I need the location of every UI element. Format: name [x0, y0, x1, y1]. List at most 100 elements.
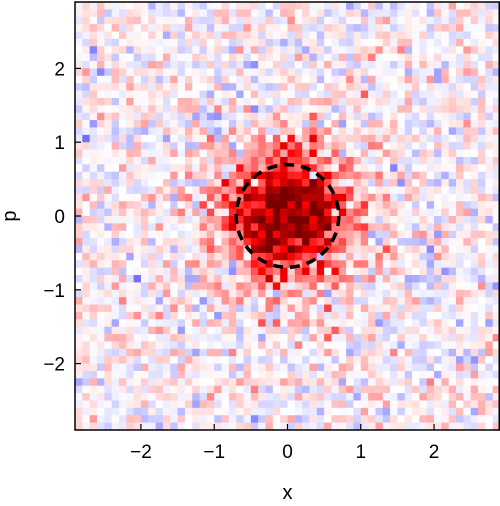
heatmap-cell	[75, 68, 83, 77]
heatmap-cell	[441, 282, 450, 291]
heatmap-cell	[272, 97, 281, 106]
heatmap-cell	[118, 24, 127, 33]
heatmap-cell	[243, 105, 252, 114]
heatmap-cell	[294, 370, 303, 379]
heatmap-cell	[287, 24, 296, 33]
heatmap-cell	[404, 127, 413, 136]
heatmap-cell	[140, 127, 149, 136]
heatmap-cell	[148, 61, 157, 70]
heatmap-cell	[82, 134, 91, 143]
heatmap-cell	[89, 223, 98, 232]
heatmap-cell	[375, 9, 384, 18]
heatmap-cell	[236, 16, 245, 25]
heatmap-cell	[199, 179, 208, 188]
heatmap-cell	[272, 304, 281, 313]
heatmap-cell	[111, 24, 120, 33]
heatmap-cell	[89, 38, 98, 47]
heatmap-cell	[104, 297, 113, 306]
heatmap-cell	[162, 238, 171, 247]
heatmap-cell	[82, 319, 91, 328]
heatmap-cell	[338, 341, 347, 350]
heatmap-cell	[404, 230, 413, 239]
heatmap-cell	[243, 370, 252, 379]
heatmap-cell	[258, 297, 267, 306]
heatmap-cell	[258, 245, 267, 254]
heatmap-cell	[338, 83, 347, 92]
heatmap-cell	[214, 208, 223, 217]
heatmap-cell	[485, 245, 494, 254]
heatmap-cell	[133, 24, 142, 33]
heatmap-cell	[126, 201, 135, 210]
heatmap-cell	[478, 216, 486, 224]
heatmap-cell	[75, 378, 83, 387]
heatmap-cell	[353, 38, 362, 47]
x-tick-label: −1	[203, 442, 225, 463]
heatmap-cell	[463, 400, 472, 409]
heatmap-cell	[177, 105, 186, 114]
x-tick-label: 2	[429, 442, 440, 463]
heatmap-cell	[382, 385, 391, 394]
heatmap-cell	[360, 415, 369, 424]
heatmap-cell	[470, 9, 479, 18]
heatmap-cell	[111, 326, 120, 335]
heatmap-cell	[170, 193, 179, 202]
heatmap-cell	[184, 61, 193, 70]
heatmap-cell	[316, 275, 325, 284]
heatmap-cell	[382, 252, 391, 261]
heatmap-cell	[155, 164, 164, 173]
heatmap-cell	[140, 363, 149, 372]
heatmap-cell	[258, 186, 267, 195]
heatmap-cell	[96, 370, 105, 379]
heatmap-cell	[419, 245, 428, 254]
heatmap-cell	[162, 75, 171, 84]
heatmap-cell	[96, 68, 105, 77]
heatmap-cell	[228, 164, 237, 173]
heatmap-cell	[360, 341, 369, 350]
heatmap-cell	[192, 289, 201, 298]
heatmap-cell	[287, 267, 296, 276]
heatmap-cell	[228, 134, 237, 143]
heatmap-cell	[448, 83, 457, 92]
heatmap-cell	[221, 38, 230, 47]
heatmap-cell	[294, 164, 303, 173]
heatmap-cell	[316, 363, 325, 372]
heatmap-cell	[177, 142, 186, 151]
heatmap-cell	[214, 186, 223, 195]
heatmap-cell	[463, 38, 472, 47]
heatmap-cell	[228, 422, 237, 431]
heatmap-cell	[375, 378, 384, 387]
heatmap-cell	[236, 53, 245, 62]
heatmap-cell	[111, 127, 120, 136]
heatmap-cell	[126, 348, 135, 357]
heatmap-cell	[75, 223, 83, 232]
heatmap-cell	[463, 193, 472, 202]
heatmap-cell	[133, 348, 142, 357]
heatmap-cell	[426, 400, 435, 409]
heatmap-cell	[331, 75, 340, 84]
heatmap-cell	[214, 238, 223, 247]
heatmap-cell	[170, 275, 179, 284]
heatmap-cell	[280, 326, 289, 335]
heatmap-cell	[390, 134, 399, 143]
heatmap-cell	[419, 223, 428, 232]
heatmap-cell	[316, 31, 325, 40]
heatmap-cell	[155, 260, 164, 269]
heatmap-cell	[441, 97, 450, 106]
heatmap-cell	[96, 179, 105, 188]
heatmap-cell	[104, 370, 113, 379]
heatmap-cell	[456, 260, 464, 269]
heatmap-cell	[118, 201, 127, 210]
heatmap-cell	[170, 326, 179, 335]
heatmap-cell	[104, 112, 113, 121]
heatmap-cell	[456, 356, 464, 365]
heatmap-cell	[148, 311, 157, 320]
heatmap-cell	[324, 208, 333, 217]
heatmap-cell	[75, 193, 83, 202]
heatmap-cell	[75, 304, 83, 313]
heatmap-cell	[338, 216, 347, 224]
heatmap-cell	[434, 400, 442, 409]
heatmap-cell	[434, 186, 442, 195]
heatmap-cell	[184, 245, 193, 254]
heatmap-cell	[133, 9, 142, 18]
heatmap-cell	[96, 97, 105, 106]
